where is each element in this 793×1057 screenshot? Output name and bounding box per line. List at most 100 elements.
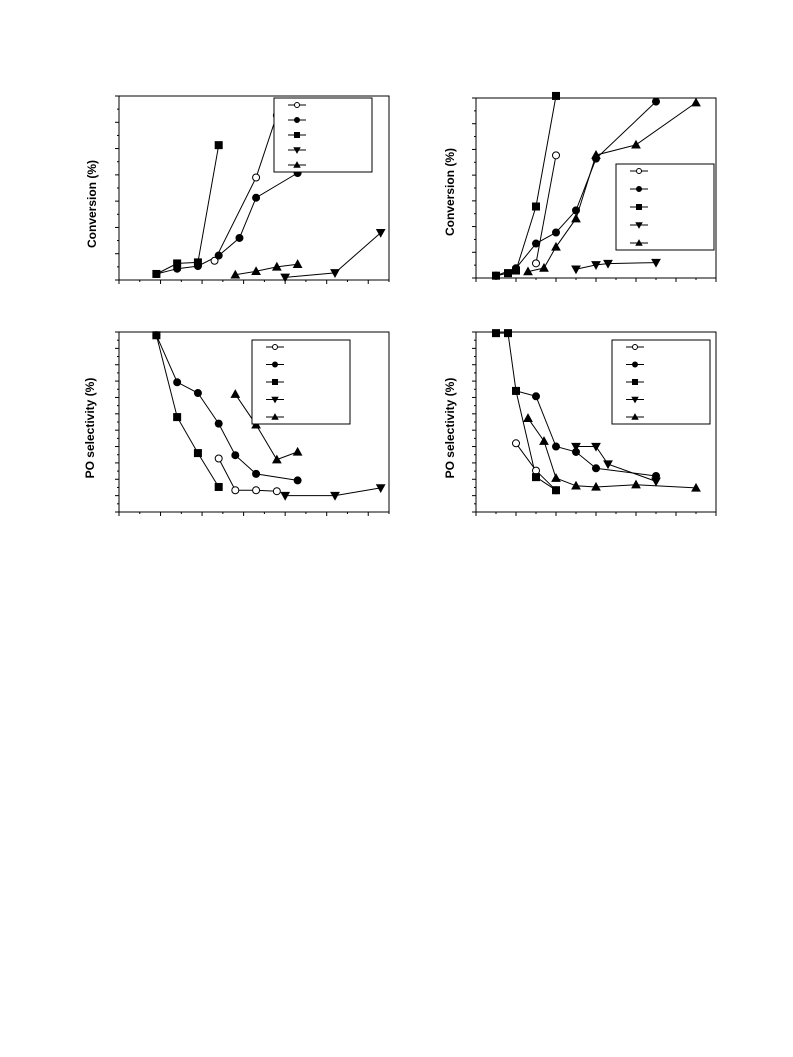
- legend-marker: [272, 361, 278, 368]
- series-2-point: [193, 389, 202, 398]
- legend-marker: [271, 396, 279, 404]
- series-1-point: [252, 486, 261, 495]
- series-5-point: [691, 482, 701, 492]
- series-3-point: [504, 329, 512, 338]
- series-2-point: [532, 392, 540, 401]
- series-5-line: [527, 417, 697, 489]
- series-4-point: [330, 491, 340, 501]
- series-3-line: [495, 95, 557, 277]
- series-4-line: [576, 446, 657, 482]
- legend-marker: [294, 117, 300, 123]
- series-3-line: [155, 335, 220, 488]
- legend-marker: [632, 379, 638, 385]
- series-5-point: [271, 261, 282, 271]
- series-3-point: [214, 141, 223, 150]
- series-4-point: [603, 460, 613, 470]
- series-3-point: [512, 386, 520, 395]
- series-4-point: [591, 261, 601, 270]
- series-3-line: [156, 145, 220, 275]
- legend-marker: [636, 168, 642, 174]
- legend-marker: [272, 344, 278, 350]
- legend-marker: [636, 186, 642, 192]
- series-2-point: [572, 206, 580, 215]
- series-3-line: [496, 332, 557, 491]
- series-1-point: [231, 486, 240, 495]
- series-5-line: [234, 393, 298, 461]
- series-5-point: [523, 266, 533, 276]
- y-axis-label: Conversion (%): [85, 160, 99, 248]
- y-ticks: [115, 331, 119, 513]
- series-4-point: [651, 477, 661, 487]
- y-axis-label: Conversion (%): [443, 148, 457, 236]
- series-3-point: [152, 269, 161, 278]
- series-5-point: [571, 213, 581, 223]
- series-1-point: [552, 151, 560, 160]
- series-1-point: [214, 454, 223, 463]
- series-4-point: [375, 484, 386, 494]
- legend-marker: [632, 361, 638, 368]
- series-5-point: [551, 241, 561, 251]
- series-2-point: [592, 464, 600, 473]
- series-markers: [492, 329, 701, 495]
- y-axis-label: PO selectivity (%): [83, 378, 97, 479]
- series-5-point: [539, 436, 549, 445]
- series-5-point: [251, 266, 261, 276]
- series-4-point: [591, 442, 601, 452]
- x-ticks: [118, 280, 390, 284]
- series-5-point: [691, 97, 701, 107]
- series-3-point: [173, 259, 182, 268]
- series-2-point: [214, 251, 223, 260]
- series-4-point: [571, 265, 581, 275]
- series-3-point: [532, 473, 540, 482]
- series-4-point: [375, 228, 386, 238]
- series-5-point: [271, 454, 282, 464]
- chart-bottom-right: PO selectivity (%): [443, 329, 717, 516]
- series-2-line: [156, 172, 298, 275]
- x-ticks: [475, 278, 717, 282]
- series-4-point: [603, 259, 613, 269]
- series-2-point: [214, 419, 223, 428]
- series-3-point: [532, 202, 540, 211]
- legend-marker: [631, 396, 639, 404]
- series-2-point: [552, 442, 560, 451]
- legend-marker: [631, 413, 639, 420]
- series-1-point: [512, 439, 520, 448]
- series-1-line: [218, 458, 277, 492]
- series-5-point: [591, 150, 601, 159]
- legend: [251, 339, 351, 425]
- legend: [615, 163, 715, 251]
- series-5-point: [551, 473, 561, 482]
- series-3-point: [492, 271, 500, 280]
- chart-top-right: Conversion (%): [443, 91, 717, 282]
- series-3-point: [504, 269, 512, 278]
- series-1-point: [210, 256, 219, 265]
- legend-marker: [294, 132, 300, 138]
- legend-marker: [293, 161, 301, 168]
- series-5-point: [631, 479, 641, 489]
- series-4-point: [330, 269, 340, 278]
- series-3-point: [152, 331, 161, 340]
- series-5-point: [591, 481, 601, 491]
- series-3-point: [173, 413, 182, 422]
- series-markers: [152, 111, 386, 283]
- series-5-point: [230, 389, 241, 398]
- series-4-point: [651, 258, 661, 268]
- series-2-point: [173, 378, 182, 387]
- series-3-point: [492, 329, 500, 338]
- legend-marker: [632, 344, 638, 350]
- series-2-point: [252, 193, 261, 202]
- series-markers: [492, 91, 701, 280]
- series-1-point: [252, 173, 261, 182]
- series-2-point: [252, 469, 261, 478]
- series-2-point: [552, 228, 560, 237]
- series-4-point: [571, 442, 581, 452]
- series-5-point: [631, 139, 641, 149]
- legend-marker: [272, 379, 278, 385]
- legend-marker: [635, 222, 643, 229]
- series-5-line: [235, 263, 298, 276]
- series-2-point: [231, 451, 240, 460]
- series-4-point: [280, 273, 291, 283]
- legend: [611, 339, 711, 425]
- series-5-point: [523, 413, 533, 422]
- series-3-point: [552, 91, 560, 100]
